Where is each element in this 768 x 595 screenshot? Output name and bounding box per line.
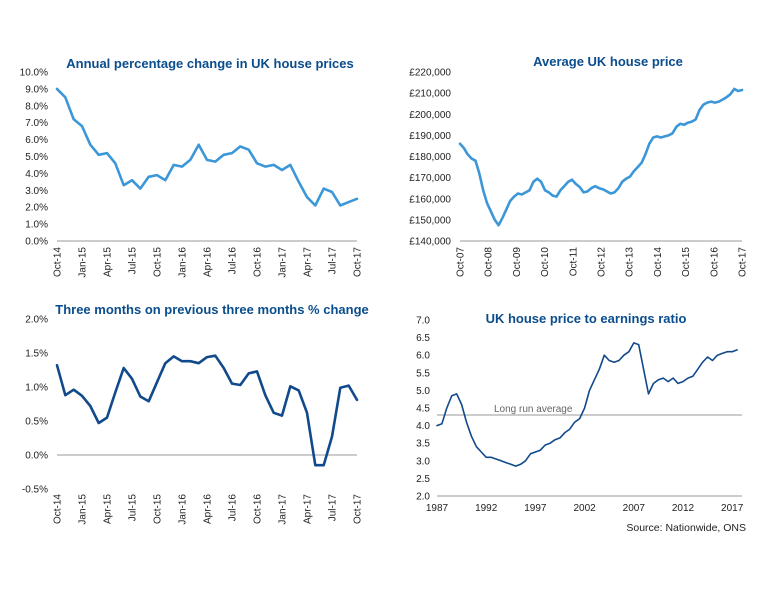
- three_month-y-tick-label: 1.0%: [25, 383, 48, 394]
- annual-x-tick-label: Jul-17: [328, 247, 339, 275]
- ratio-x-tick-label: 2012: [672, 503, 695, 514]
- average-y-tick-label: £160,000: [409, 194, 451, 205]
- annual-x-tick-label: Apr-15: [103, 247, 114, 277]
- annual-x-tick-label: Apr-17: [303, 247, 314, 277]
- chart-title-average: Average UK house price: [533, 54, 683, 69]
- three_month-x-tick-label: Oct-16: [253, 494, 264, 524]
- three_month-y-tick-label: 0.0%: [25, 451, 48, 462]
- annual-y-tick-label: 6.0%: [25, 135, 48, 146]
- ratio-x-tick-label: 2002: [573, 503, 596, 514]
- average-x-tick-label: Oct-16: [709, 247, 720, 277]
- ratio-x-tick-label: 1997: [524, 503, 547, 514]
- annual-y-tick-label: 5.0%: [25, 152, 48, 163]
- average-y-tick-label: £170,000: [409, 173, 451, 184]
- annual-y-tick-label: 4.0%: [25, 169, 48, 180]
- average-y-tick-label: £200,000: [409, 110, 451, 121]
- ratio-x-tick-label: 2007: [623, 503, 646, 514]
- average-x-tick-label: Oct-14: [653, 247, 664, 277]
- three_month-x-tick-label: Jan-16: [178, 494, 189, 525]
- annual-y-tick-label: 8.0%: [25, 101, 48, 112]
- average-x-tick-label: Oct-10: [540, 247, 551, 277]
- ratio-series-line: [436, 342, 738, 467]
- three_month-x-tick-label: Jul-16: [228, 494, 239, 522]
- annual-x-tick-label: Oct-15: [153, 247, 164, 277]
- ratio-long-run-average-label: Long run average: [494, 404, 573, 415]
- annual-x-tick-label: Oct-17: [353, 247, 364, 277]
- annual-y-tick-label: 3.0%: [25, 186, 48, 197]
- ratio-y-tick-label: 5.0: [416, 386, 430, 397]
- annual-y-tick-label: 9.0%: [25, 84, 48, 95]
- ratio-x-tick-label: 2017: [721, 503, 744, 514]
- ratio-y-tick-label: 3.0: [416, 456, 430, 467]
- three_month-x-tick-label: Oct-17: [353, 494, 364, 524]
- ratio-y-tick-label: 3.5: [416, 439, 430, 450]
- ratio-y-tick-label: 2.5: [416, 474, 430, 485]
- annual-x-tick-label: Jul-16: [228, 247, 239, 275]
- average-x-tick-label: Oct-12: [597, 247, 608, 277]
- three_month-x-tick-label: Apr-17: [303, 494, 314, 524]
- annual-x-tick-label: Jan-16: [178, 247, 189, 278]
- annual-y-tick-label: 10.0%: [20, 68, 48, 79]
- annual-y-tick-label: 7.0%: [25, 118, 48, 129]
- average-y-tick-label: £150,000: [409, 215, 451, 226]
- three_month-y-tick-label: 2.0%: [25, 315, 48, 326]
- ratio-y-tick-label: 4.5: [416, 404, 430, 415]
- average-x-tick-label: Oct-09: [512, 247, 523, 277]
- three_month-y-tick-label: 0.5%: [25, 417, 48, 428]
- three_month-x-tick-label: Apr-16: [203, 494, 214, 524]
- average-x-tick-label: Oct-07: [456, 247, 467, 277]
- average-series-line: [458, 87, 744, 227]
- average-y-tick-label: £140,000: [409, 237, 451, 248]
- average-x-tick-label: Oct-13: [625, 247, 636, 277]
- annual-x-tick-label: Jan-17: [278, 247, 289, 278]
- annual-y-tick-label: 0.0%: [25, 237, 48, 248]
- three_month-x-tick-label: Oct-14: [53, 494, 64, 524]
- average-y-tick-label: £220,000: [409, 68, 451, 79]
- three_month-y-tick-label: -0.5%: [22, 485, 48, 496]
- three_month-y-tick-label: 1.5%: [25, 349, 48, 360]
- ratio-y-tick-label: 5.5: [416, 368, 430, 379]
- average-y-tick-label: £210,000: [409, 89, 451, 100]
- average-y-tick-label: £180,000: [409, 152, 451, 163]
- annual-x-tick-label: Jul-15: [128, 247, 139, 275]
- average-y-tick-label: £190,000: [409, 131, 451, 142]
- ratio-y-tick-label: 6.0: [416, 351, 430, 362]
- average-x-tick-label: Oct-08: [484, 247, 495, 277]
- three_month-x-tick-label: Jan-15: [78, 494, 89, 525]
- average-x-tick-label: Oct-11: [568, 247, 579, 277]
- annual-x-tick-label: Oct-16: [253, 247, 264, 277]
- ratio-x-tick-label: 1992: [475, 503, 498, 514]
- three_month-series-line: [55, 354, 359, 467]
- three_month-x-tick-label: Jul-15: [128, 494, 139, 522]
- three_month-x-tick-label: Jul-17: [328, 494, 339, 522]
- three_month-x-tick-label: Jan-17: [278, 494, 289, 525]
- annual-x-tick-label: Apr-16: [203, 247, 214, 277]
- average-x-tick-label: Oct-17: [738, 247, 749, 277]
- chart-title-three-month: Three months on previous three months % …: [55, 302, 369, 317]
- ratio-y-tick-label: 7.0: [416, 316, 430, 327]
- three_month-x-tick-label: Apr-15: [103, 494, 114, 524]
- ratio-y-tick-label: 6.5: [416, 333, 430, 344]
- source-note: Source: Nationwide, ONS: [626, 522, 746, 534]
- ratio-x-tick-label: 1987: [426, 503, 449, 514]
- ratio-y-tick-label: 2.0: [416, 492, 430, 503]
- three_month-x-tick-label: Oct-15: [153, 494, 164, 524]
- annual-y-tick-label: 1.0%: [25, 220, 48, 231]
- chart-title-annual: Annual percentage change in UK house pri…: [66, 56, 354, 71]
- annual-series-line: [55, 87, 359, 207]
- ratio-y-tick-label: 4.0: [416, 421, 430, 432]
- annual-x-tick-label: Jan-15: [78, 247, 89, 278]
- chart-title-ratio: UK house price to earnings ratio: [486, 311, 687, 326]
- annual-y-tick-label: 2.0%: [25, 203, 48, 214]
- annual-x-tick-label: Oct-14: [53, 247, 64, 277]
- average-x-tick-label: Oct-15: [681, 247, 692, 277]
